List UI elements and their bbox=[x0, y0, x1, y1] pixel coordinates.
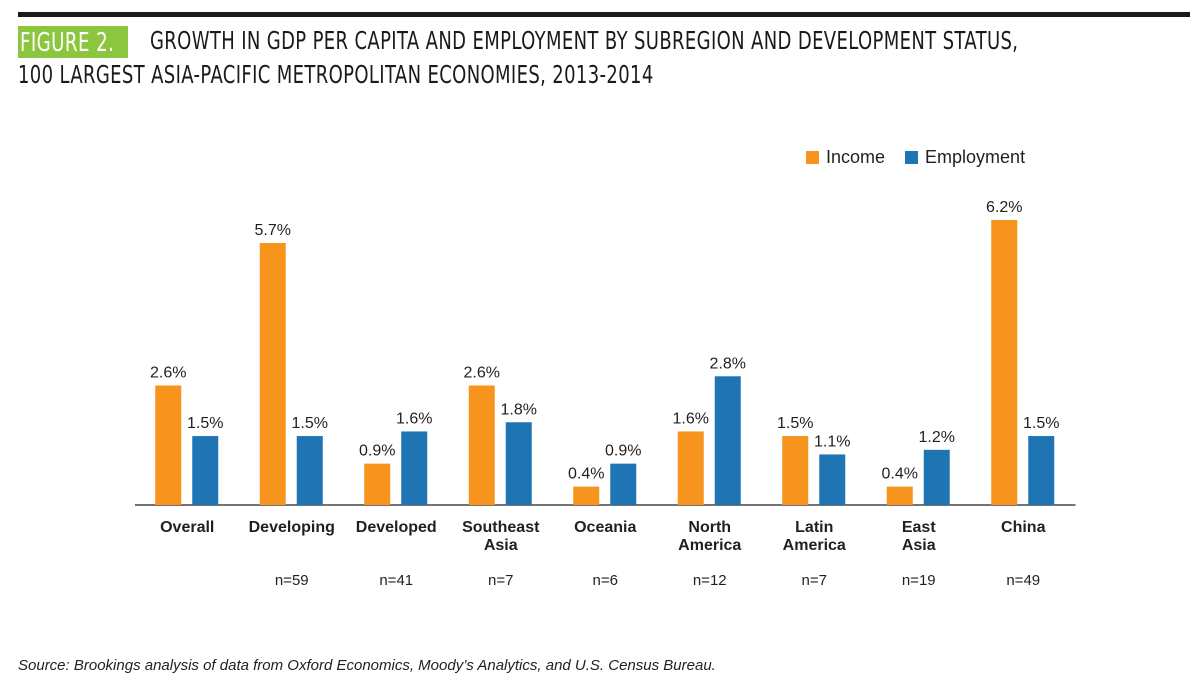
source-note: Source: Brookings analysis of data from … bbox=[18, 657, 716, 674]
n-label-4: n=6 bbox=[593, 572, 618, 589]
bar-employment-5 bbox=[714, 376, 741, 505]
category-label-2-0: Developed bbox=[356, 519, 437, 536]
n-label-1: n=59 bbox=[275, 572, 309, 589]
data-label-employment-2: 1.6% bbox=[396, 410, 432, 427]
n-label-6: n=7 bbox=[802, 572, 827, 589]
data-label-employment-6: 1.1% bbox=[814, 433, 850, 450]
legend-label-employment: Employment bbox=[925, 147, 1026, 167]
category-label-5-0: North bbox=[688, 519, 731, 536]
bar-income-7 bbox=[886, 486, 913, 505]
bar-income-6 bbox=[782, 436, 809, 505]
bar-income-2 bbox=[364, 463, 391, 505]
data-label-employment-0: 1.5% bbox=[187, 415, 223, 432]
data-label-income-3: 2.6% bbox=[464, 364, 500, 381]
data-label-employment-3: 1.8% bbox=[501, 401, 537, 418]
n-label-7: n=19 bbox=[902, 572, 936, 589]
n-label-3: n=7 bbox=[488, 572, 513, 589]
bar-employment-6 bbox=[819, 454, 846, 505]
category-label-5-1: America bbox=[678, 537, 741, 554]
bar-employment-7 bbox=[923, 449, 950, 505]
bar-income-4 bbox=[573, 486, 600, 505]
bar-income-3 bbox=[468, 385, 495, 505]
chart-title-line-1: GROWTH IN GDP PER CAPITA AND EMPLOYMENT … bbox=[150, 26, 1019, 55]
data-label-income-2: 0.9% bbox=[359, 443, 395, 460]
data-label-income-0: 2.6% bbox=[150, 364, 186, 381]
bar-employment-0 bbox=[192, 436, 219, 505]
category-label-8-0: China bbox=[1001, 519, 1046, 536]
data-label-income-4: 0.4% bbox=[568, 466, 604, 483]
data-label-employment-7: 1.2% bbox=[919, 429, 955, 446]
data-label-income-6: 1.5% bbox=[777, 415, 813, 432]
n-label-8: n=49 bbox=[1006, 572, 1040, 589]
bar-income-5 bbox=[677, 431, 704, 505]
category-label-7-1: Asia bbox=[902, 537, 936, 554]
data-label-income-1: 5.7% bbox=[255, 222, 291, 239]
category-label-1-0: Developing bbox=[249, 519, 335, 536]
chart-title-line-2: 100 LARGEST ASIA-PACIFIC METROPOLITAN EC… bbox=[18, 60, 654, 89]
bar-chart: 2.6% 1.5% Overall 5.7% 1.5% Developing n=59 0.9… bbox=[135, 199, 1076, 589]
data-label-income-7: 0.4% bbox=[882, 466, 918, 483]
n-label-2: n=41 bbox=[379, 572, 413, 589]
data-label-income-8: 6.2% bbox=[986, 199, 1022, 216]
top-rule bbox=[18, 12, 1190, 17]
category-label-4-0: Oceania bbox=[574, 519, 636, 536]
category-label-7-0: East bbox=[902, 519, 936, 536]
data-label-employment-5: 2.8% bbox=[710, 355, 746, 372]
bar-income-0 bbox=[155, 385, 182, 505]
legend-item-employment: Employment bbox=[905, 147, 1025, 168]
legend-swatch-income bbox=[806, 151, 819, 164]
n-label-5: n=12 bbox=[693, 572, 727, 589]
category-label-3-1: Asia bbox=[484, 537, 518, 554]
legend: Income Employment bbox=[806, 147, 1045, 168]
category-label-0-0: Overall bbox=[160, 519, 214, 536]
data-label-employment-1: 1.5% bbox=[292, 415, 328, 432]
legend-label-income: Income bbox=[826, 147, 886, 167]
category-label-6-1: America bbox=[783, 537, 846, 554]
legend-swatch-employment bbox=[905, 151, 919, 164]
data-label-income-5: 1.6% bbox=[673, 410, 709, 427]
bar-employment-8 bbox=[1028, 436, 1055, 505]
legend-item-income: Income bbox=[806, 147, 885, 168]
bar-employment-3 bbox=[505, 422, 532, 505]
figure-tag bbox=[18, 26, 128, 58]
category-label-6-0: Latin bbox=[795, 519, 833, 536]
data-label-employment-8: 1.5% bbox=[1023, 415, 1059, 432]
bar-employment-4 bbox=[610, 463, 637, 505]
figure-label: FIGURE 2. bbox=[20, 28, 115, 58]
bar-income-1 bbox=[259, 242, 286, 505]
bar-income-8 bbox=[991, 220, 1018, 505]
bar-employment-1 bbox=[296, 436, 323, 505]
bar-employment-2 bbox=[401, 431, 428, 505]
category-label-3-0: Southeast bbox=[462, 519, 540, 536]
data-label-employment-4: 0.9% bbox=[605, 443, 641, 460]
